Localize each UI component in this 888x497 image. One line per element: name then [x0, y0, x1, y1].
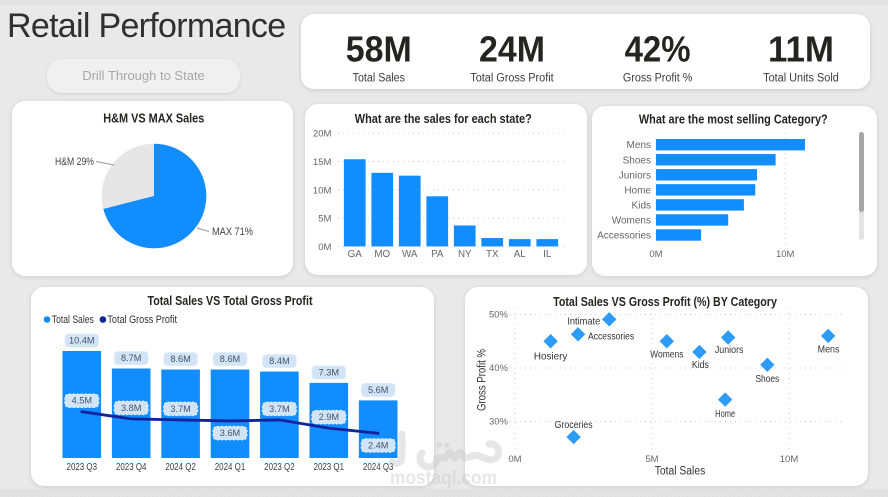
svg-text:WA: WA — [402, 249, 418, 260]
svg-text:20M: 20M — [313, 129, 332, 140]
svg-text:24M: 24M — [479, 28, 545, 69]
svg-text:GA: GA — [348, 249, 363, 260]
svg-text:Total Sales: Total Sales — [52, 314, 94, 326]
svg-text:Total Sales VS Total Gross Pro: Total Sales VS Total Gross Profit — [148, 293, 314, 308]
svg-text:58M: 58M — [346, 28, 412, 69]
svg-text:50%: 50% — [489, 310, 509, 321]
svg-text:mostaql.com: mostaql.com — [390, 467, 497, 489]
svg-text:10.4M: 10.4M — [69, 336, 95, 346]
svg-text:Home: Home — [624, 185, 651, 196]
svg-text:5M: 5M — [645, 454, 658, 465]
svg-text:Total Gross Profit: Total Gross Profit — [107, 314, 177, 326]
svg-text:Groceries: Groceries — [555, 419, 593, 431]
svg-text:2024 Q2: 2024 Q2 — [165, 462, 196, 473]
svg-text:3.7M: 3.7M — [170, 404, 190, 414]
svg-text:Shoes: Shoes — [623, 155, 651, 166]
svg-text:H&M 29%: H&M 29% — [55, 156, 94, 168]
svg-text:Mens: Mens — [818, 343, 840, 355]
svg-text:2.4M: 2.4M — [368, 441, 388, 451]
svg-text:Juniors: Juniors — [619, 170, 651, 181]
svg-text:2023 Q2: 2023 Q2 — [264, 462, 295, 473]
svg-text:10M: 10M — [780, 454, 799, 465]
svg-text:5.6M: 5.6M — [368, 385, 388, 395]
svg-text:10M: 10M — [776, 249, 795, 260]
svg-text:MAX 71%: MAX 71% — [212, 226, 253, 238]
svg-text:What are the sales for each st: What are the sales for each state? — [355, 111, 532, 126]
svg-text:Total Sales: Total Sales — [655, 465, 706, 477]
svg-text:Intimate: Intimate — [567, 315, 600, 327]
svg-text:Hosiery: Hosiery — [534, 350, 568, 362]
svg-text:NY: NY — [458, 249, 472, 260]
svg-text:PA: PA — [431, 249, 444, 260]
svg-text:8.6M: 8.6M — [170, 354, 190, 364]
svg-text:Mens: Mens — [627, 140, 651, 151]
svg-text:40%: 40% — [489, 363, 509, 374]
svg-text:3.7M: 3.7M — [269, 404, 289, 414]
svg-text:Kids: Kids — [632, 200, 651, 211]
svg-text:Juniors: Juniors — [715, 344, 744, 356]
svg-text:4.5M: 4.5M — [72, 396, 92, 406]
svg-text:30%: 30% — [489, 417, 509, 428]
svg-text:2023 Q1: 2023 Q1 — [314, 462, 345, 473]
svg-text:10M: 10M — [313, 185, 332, 196]
svg-text:IL: IL — [543, 249, 552, 260]
svg-text:Total Units Sold: Total Units Sold — [763, 73, 839, 85]
svg-text:Total Sales VS Gross Profit (%: Total Sales VS Gross Profit (%) BY Categ… — [553, 294, 777, 309]
svg-text:0M: 0M — [508, 454, 521, 465]
svg-text:2023 Q4: 2023 Q4 — [116, 462, 147, 473]
svg-text:11M: 11M — [768, 28, 834, 69]
svg-text:7.3M: 7.3M — [319, 367, 339, 377]
svg-text:H&M VS MAX Sales: H&M VS MAX Sales — [103, 111, 204, 126]
svg-text:5M: 5M — [318, 214, 331, 225]
svg-text:Total Gross Profit: Total Gross Profit — [470, 73, 554, 85]
svg-text:8.6M: 8.6M — [220, 354, 240, 364]
svg-text:Womens: Womens — [650, 348, 683, 360]
svg-text:Home: Home — [715, 408, 735, 420]
svg-text:Womens: Womens — [612, 215, 651, 226]
svg-text:Shoes: Shoes — [755, 373, 779, 385]
svg-text:2024 Q3: 2024 Q3 — [363, 462, 394, 473]
svg-text:Accessories: Accessories — [588, 330, 634, 342]
svg-text:2024 Q1: 2024 Q1 — [215, 462, 246, 473]
svg-text:Kids: Kids — [692, 359, 709, 371]
svg-text:8.4M: 8.4M — [269, 356, 289, 366]
svg-text:Accessories: Accessories — [597, 231, 651, 242]
svg-text:TX: TX — [486, 249, 499, 260]
svg-text:0M: 0M — [318, 242, 331, 253]
svg-text:2.9M: 2.9M — [319, 412, 339, 422]
svg-text:Total Sales: Total Sales — [353, 73, 406, 85]
svg-text:What are the most selling Cate: What are the most selling Category? — [639, 112, 828, 127]
svg-text:0M: 0M — [649, 249, 662, 260]
svg-text:MO: MO — [374, 249, 390, 260]
svg-text:Gross Profit %: Gross Profit % — [623, 73, 692, 85]
svg-text:8.7M: 8.7M — [121, 353, 141, 363]
svg-text:Gross Profit %: Gross Profit % — [477, 349, 489, 411]
svg-text:AL: AL — [514, 249, 527, 260]
svg-text:42%: 42% — [625, 28, 691, 69]
svg-text:2023 Q3: 2023 Q3 — [67, 462, 98, 473]
svg-text:3.6M: 3.6M — [220, 428, 240, 438]
svg-text:15M: 15M — [313, 157, 332, 168]
svg-text:3.8M: 3.8M — [121, 403, 141, 413]
